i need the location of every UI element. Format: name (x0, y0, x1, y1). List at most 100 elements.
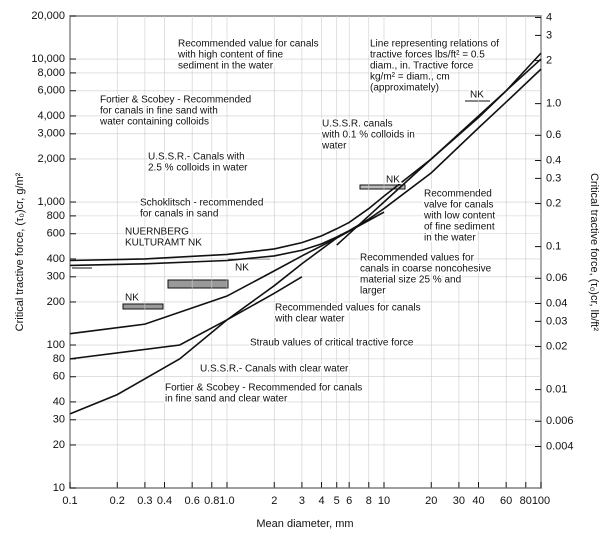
y-tick-label: 100 (47, 339, 65, 351)
y2-tick-label: 0.4 (546, 154, 561, 166)
y-tick-label: 20,000 (31, 10, 65, 22)
y-axis-title: Critical tractive force, (τ₀)cr, g/m² (14, 172, 26, 331)
y-tick-label: 4,000 (37, 110, 65, 122)
x-axis-title: Mean diameter, mm (256, 518, 353, 530)
x-tick-label: 0.1 (62, 495, 77, 507)
y-tick-label: 20 (53, 439, 65, 451)
y-tick-label: 2,000 (37, 153, 65, 165)
annotation: sediment in the water (178, 61, 274, 72)
x-tick-label: 20 (425, 495, 437, 507)
y2-tick-label: 0.004 (546, 440, 574, 452)
annotation: Recommended values for (360, 253, 475, 264)
annotation: Line representing relations of (370, 39, 499, 50)
annotation: water containing colloids (99, 117, 209, 128)
annotation: canals in coarse noncohesive (360, 264, 492, 275)
y2-tick-label: 0.03 (546, 315, 567, 327)
annotation: kg/m² = diam., cm (370, 72, 450, 83)
y-tick-label: 600 (47, 228, 65, 240)
y-tick-label: 6,000 (37, 85, 65, 97)
x-tick-label: 100 (532, 495, 550, 507)
y-tick-label: 400 (47, 253, 65, 265)
annotation: Recommended value for canals (178, 39, 319, 50)
annotation: with low content (423, 211, 495, 222)
annotation: diam., in. Tractive force (370, 61, 474, 72)
x-tick-label: 0.2 (110, 495, 125, 507)
annotation: (approximately) (370, 83, 439, 94)
annotation: for canals in sand (140, 209, 218, 220)
annotation: larger (360, 286, 386, 297)
annotation: NK (235, 263, 249, 274)
y2-tick-label: 0.006 (546, 415, 574, 427)
x-tick-label: 5 (334, 495, 340, 507)
x-tick-label: 0.6 (185, 495, 200, 507)
y2-tick-label: 0.6 (546, 129, 561, 141)
y2-tick-label: 0.2 (546, 197, 561, 209)
annotation: U.S.S.R.- Canals with (148, 152, 245, 163)
x-tick-label: 3 (299, 495, 305, 507)
y2-tick-label: 0.06 (546, 272, 567, 284)
annotation: U.S.S.R.- Canals with clear water (200, 364, 349, 375)
annotation: water (321, 141, 347, 152)
annotation: KULTURAMT NK (125, 238, 202, 249)
x-tick-label: 1.0 (219, 495, 234, 507)
annotation: of fine sediment (424, 222, 495, 233)
x-tick-label: 60 (500, 495, 512, 507)
curve (336, 58, 542, 246)
curve (69, 276, 303, 360)
x-tick-label: 8 (366, 495, 372, 507)
annotation: Recommended values for canals (275, 303, 421, 314)
x-tick-label: 2 (271, 495, 277, 507)
annotation: with clear water (274, 314, 345, 325)
y2-tick-label: 4 (546, 11, 552, 23)
annotation: Recommended (424, 189, 492, 200)
x-tick-label: 0.8 (204, 495, 219, 507)
y-tick-label: 10,000 (31, 53, 65, 65)
annotation: Straub values of critical tractive force (250, 338, 414, 349)
y-tick-label: 300 (47, 271, 65, 283)
annotation: in fine sand and clear water (165, 394, 288, 405)
annotation: for canals in fine sand with (100, 106, 218, 117)
annotation: NK (386, 175, 400, 186)
annotation: NK (470, 90, 484, 101)
x-tick-label: 80 (520, 495, 532, 507)
x-tick-label: 4 (318, 495, 324, 507)
y-tick-label: 200 (47, 296, 65, 308)
annotation: U.S.S.R. canals (322, 119, 393, 130)
x-tick-label: 0.4 (157, 495, 172, 507)
x-tick-label: 6 (346, 495, 352, 507)
annotation: NUERNBERG (125, 227, 189, 238)
annotation: with high content of fine (177, 50, 284, 61)
annotation: material size 25 % and (360, 275, 461, 286)
annotation: Fortier & Scobey - Recommended (100, 95, 251, 106)
annotation: with 0.1 % colloids in (321, 130, 415, 141)
y2-tick-label: 0.3 (546, 172, 561, 184)
nk-bar (167, 279, 229, 289)
nk-bar (359, 184, 406, 190)
y2-tick-label: 0.02 (546, 340, 567, 352)
y2-tick-label: 2 (546, 54, 552, 66)
nk-bar (122, 303, 164, 310)
y-tick-label: 30 (53, 414, 65, 426)
y-tick-label: 10 (53, 482, 65, 494)
y2-tick-label: 0.01 (546, 383, 567, 395)
y2-tick-label: 0.04 (546, 297, 567, 309)
curve (69, 52, 542, 262)
annotation: Fortier & Scobey - Recommended for canal… (165, 383, 362, 394)
annotation: valve for canals (424, 200, 493, 211)
x-tick-label: 40 (472, 495, 484, 507)
y-tick-label: 1,000 (37, 196, 65, 208)
y2-tick-label: 0.1 (546, 241, 561, 253)
annotation: 2.5 % colloids in water (148, 163, 248, 174)
y-tick-label: 8,000 (37, 67, 65, 79)
y-tick-label: 60 (53, 371, 65, 383)
annotation: tractive forces lbs/ft² = 0.5 (370, 50, 485, 61)
y2-tick-label: 3 (546, 29, 552, 41)
annotation: NK (125, 293, 139, 304)
annotation: in the water (424, 233, 476, 244)
y-tick-label: 40 (53, 396, 65, 408)
x-tick-label: 10 (378, 495, 390, 507)
y-tick-label: 80 (53, 353, 65, 365)
y-tick-label: 800 (47, 210, 65, 222)
y-tick-label: 3,000 (37, 128, 65, 140)
